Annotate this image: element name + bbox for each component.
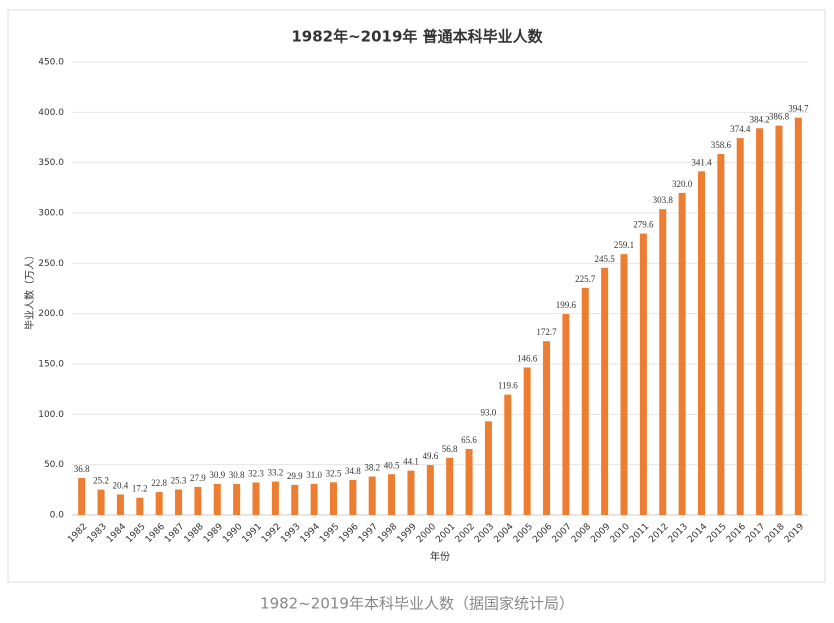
bar	[484, 421, 492, 515]
data-label: 29.9	[287, 471, 303, 481]
bar	[252, 482, 260, 515]
bar	[639, 233, 647, 515]
bar	[368, 476, 376, 515]
bar	[601, 267, 609, 515]
data-label: 225.7	[575, 274, 596, 284]
data-label: 65.6	[461, 435, 477, 445]
x-axis-title: 年份	[430, 550, 450, 563]
bar	[659, 209, 667, 515]
y-tick-label: 300.0	[38, 209, 64, 219]
chart-title: 1982年~2019年 普通本科毕业人数	[291, 28, 543, 46]
data-label: 199.6	[556, 300, 577, 310]
data-label: 259.1	[614, 240, 634, 250]
data-label: 245.5	[595, 254, 616, 264]
data-label: 358.6	[711, 140, 732, 150]
bar	[213, 483, 221, 515]
data-label: 394.7	[788, 104, 809, 114]
bar	[581, 287, 589, 515]
data-label: 25.3	[171, 476, 187, 486]
bar	[775, 125, 783, 515]
bar	[388, 474, 396, 515]
data-label: 386.8	[769, 112, 790, 122]
bar	[543, 341, 551, 515]
data-label: 30.9	[209, 470, 225, 480]
y-tick-label: 350.0	[38, 158, 64, 168]
bar	[310, 483, 318, 515]
caption: 1982~2019年本科毕业人数（据国家统计局）	[260, 595, 574, 613]
data-label: 40.5	[384, 460, 400, 470]
bar	[271, 481, 279, 515]
data-label: 38.2	[364, 463, 380, 473]
y-tick-label: 250.0	[38, 259, 64, 269]
bar	[620, 254, 628, 515]
data-label: 172.7	[536, 327, 557, 337]
bar	[562, 314, 570, 515]
y-tick-label: 400.0	[38, 108, 64, 118]
bar	[349, 479, 357, 515]
bar	[426, 465, 434, 515]
data-label: 20.4	[113, 481, 129, 491]
data-label: 49.6	[422, 451, 438, 461]
data-label: 93.0	[481, 407, 497, 417]
data-label: 36.8	[74, 464, 90, 474]
bar	[504, 394, 512, 515]
data-label: 374.4	[730, 124, 751, 134]
bar	[78, 477, 86, 515]
data-label: 34.8	[345, 466, 361, 476]
data-label: 341.4	[691, 157, 712, 167]
bar	[175, 489, 183, 515]
bar	[446, 457, 454, 515]
data-label: 303.8	[653, 195, 674, 205]
bar	[465, 448, 473, 515]
y-tick-label: 100.0	[38, 410, 64, 420]
y-tick-label: 200.0	[38, 309, 64, 319]
bar	[523, 367, 531, 515]
data-label: 17.2	[132, 484, 148, 494]
bar	[136, 497, 144, 515]
data-label: 279.6	[633, 220, 654, 230]
data-label: 56.8	[442, 444, 458, 454]
y-tick-label: 50.0	[44, 460, 64, 470]
bar	[756, 128, 764, 516]
bar	[329, 482, 337, 515]
data-label: 146.6	[517, 353, 538, 363]
data-label: 320.0	[672, 179, 693, 189]
bar	[233, 483, 241, 515]
bar	[678, 192, 686, 515]
data-label: 44.1	[403, 457, 419, 467]
y-tick-label: 450.0	[38, 58, 64, 68]
chart-frame	[7, 9, 826, 583]
bar	[794, 117, 802, 515]
bar	[736, 138, 744, 515]
data-label: 32.5	[326, 468, 342, 478]
bar	[717, 154, 725, 515]
data-label: 25.2	[93, 476, 109, 486]
bar	[697, 171, 705, 515]
data-label: 33.2	[267, 468, 283, 478]
bar	[194, 486, 202, 515]
data-label: 32.3	[248, 469, 264, 479]
data-label: 22.8	[151, 478, 167, 488]
bar	[407, 470, 415, 515]
data-label: 384.2	[749, 114, 769, 124]
bar	[116, 494, 124, 515]
bar	[291, 484, 299, 515]
data-label: 27.9	[190, 473, 206, 483]
bar	[155, 492, 163, 515]
data-label: 30.8	[229, 470, 245, 480]
data-label: 31.0	[306, 470, 322, 480]
y-axis-title: 毕业人数（万人）	[23, 250, 36, 330]
bar	[97, 489, 105, 515]
y-tick-label: 0.0	[50, 511, 65, 521]
y-tick-label: 150.0	[38, 360, 64, 370]
data-label: 119.6	[498, 381, 518, 391]
